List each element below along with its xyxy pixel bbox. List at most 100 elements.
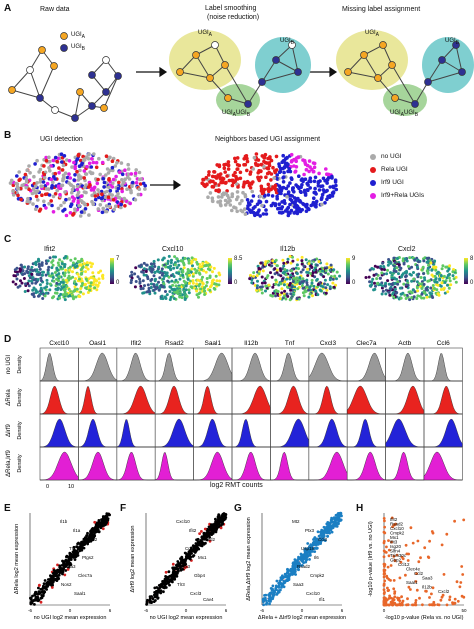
gene-point bbox=[192, 549, 196, 552]
gene-point bbox=[448, 598, 451, 602]
expression-point bbox=[175, 271, 179, 275]
expression-point bbox=[328, 278, 332, 282]
gene-point bbox=[73, 548, 76, 552]
expression-point bbox=[166, 265, 170, 269]
cell-point bbox=[250, 189, 254, 194]
expression-point bbox=[198, 282, 202, 286]
expression-point bbox=[328, 285, 332, 289]
cell-point bbox=[41, 180, 46, 184]
cell-point bbox=[222, 166, 227, 170]
density-curve bbox=[424, 385, 463, 415]
expression-point bbox=[65, 285, 69, 289]
expression-point bbox=[167, 254, 171, 258]
expression-point bbox=[84, 282, 87, 286]
expression-point bbox=[61, 278, 65, 282]
gene-point bbox=[36, 595, 39, 599]
cell-point bbox=[279, 191, 283, 196]
expression-point bbox=[395, 266, 399, 270]
cell-point bbox=[286, 190, 291, 194]
expression-point bbox=[285, 277, 289, 281]
gene-point bbox=[391, 525, 394, 529]
gene-point bbox=[164, 570, 168, 574]
gene-point bbox=[304, 552, 307, 556]
gene-point bbox=[448, 595, 452, 599]
gene-header: Actb bbox=[398, 340, 411, 347]
cell-point bbox=[260, 203, 264, 208]
expression-point bbox=[335, 277, 338, 281]
cell-point bbox=[269, 158, 274, 163]
gene-label: Rsad2 bbox=[297, 564, 311, 569]
cell-point bbox=[123, 168, 127, 172]
gene-point bbox=[220, 516, 224, 520]
expression-point bbox=[187, 288, 191, 292]
expression-point bbox=[203, 293, 207, 296]
expression-point bbox=[407, 264, 410, 268]
gene-point bbox=[419, 556, 422, 560]
density-curve bbox=[347, 385, 386, 415]
gene-point bbox=[406, 603, 410, 607]
expression-point bbox=[205, 280, 209, 284]
expression-point bbox=[400, 292, 404, 296]
gene-label: Cxcl2 bbox=[438, 589, 450, 594]
expression-point bbox=[319, 272, 323, 276]
expression-point bbox=[279, 269, 283, 273]
expression-point bbox=[385, 272, 389, 276]
gene-point bbox=[319, 533, 323, 537]
cell-point bbox=[23, 172, 28, 177]
cell-point bbox=[8, 181, 13, 185]
cell-point bbox=[262, 164, 266, 169]
cell-point bbox=[203, 184, 207, 189]
cell-point bbox=[216, 200, 220, 204]
cell-point bbox=[325, 181, 329, 185]
cell-point bbox=[104, 173, 108, 177]
expression-point bbox=[451, 270, 455, 274]
cell-point bbox=[316, 180, 321, 184]
expression-point bbox=[426, 266, 430, 270]
cell-point bbox=[285, 155, 289, 160]
cell-point bbox=[78, 168, 82, 173]
expression-point bbox=[63, 287, 67, 291]
expression-point bbox=[53, 291, 57, 295]
cell-point bbox=[113, 204, 118, 209]
expression-point bbox=[416, 265, 419, 269]
expression-point bbox=[180, 296, 184, 300]
cell-point bbox=[70, 165, 74, 169]
expression-point bbox=[95, 288, 99, 292]
expression-point bbox=[403, 293, 407, 297]
gene-point bbox=[440, 543, 444, 547]
expression-point bbox=[147, 289, 151, 293]
expression-point bbox=[288, 254, 292, 258]
expression-point bbox=[274, 289, 278, 292]
gene-header: Ifit2 bbox=[131, 340, 142, 347]
cell-point bbox=[302, 188, 307, 193]
expression-point bbox=[16, 272, 20, 276]
expression-point bbox=[417, 272, 421, 276]
expression-point bbox=[301, 286, 305, 290]
expression-map bbox=[128, 254, 222, 302]
cell-point bbox=[34, 194, 39, 199]
cell-point bbox=[328, 185, 333, 189]
expression-point bbox=[264, 289, 267, 293]
gene-point bbox=[47, 581, 50, 584]
expression-point bbox=[46, 259, 50, 263]
expression-point bbox=[75, 287, 79, 291]
colorbar bbox=[346, 258, 350, 284]
expression-point bbox=[282, 264, 286, 268]
expression-point bbox=[63, 298, 67, 302]
gene-label: Trim30c bbox=[390, 553, 407, 558]
expression-point bbox=[169, 264, 173, 268]
gene-point bbox=[53, 578, 56, 582]
cell-point bbox=[253, 161, 258, 166]
cell-point bbox=[228, 203, 233, 207]
expression-point bbox=[422, 259, 426, 263]
expression-point bbox=[71, 270, 74, 274]
expression-point bbox=[446, 283, 449, 287]
cell-point bbox=[211, 199, 215, 204]
expression-point bbox=[439, 284, 443, 288]
expression-point bbox=[84, 270, 87, 274]
expression-point bbox=[326, 283, 330, 287]
cell-point bbox=[85, 164, 89, 169]
gene-label: Gbp4 bbox=[194, 573, 206, 578]
gene-point bbox=[388, 603, 391, 607]
cell-point bbox=[96, 207, 101, 211]
